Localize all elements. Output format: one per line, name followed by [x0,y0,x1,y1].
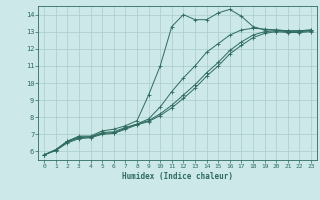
X-axis label: Humidex (Indice chaleur): Humidex (Indice chaleur) [122,172,233,181]
